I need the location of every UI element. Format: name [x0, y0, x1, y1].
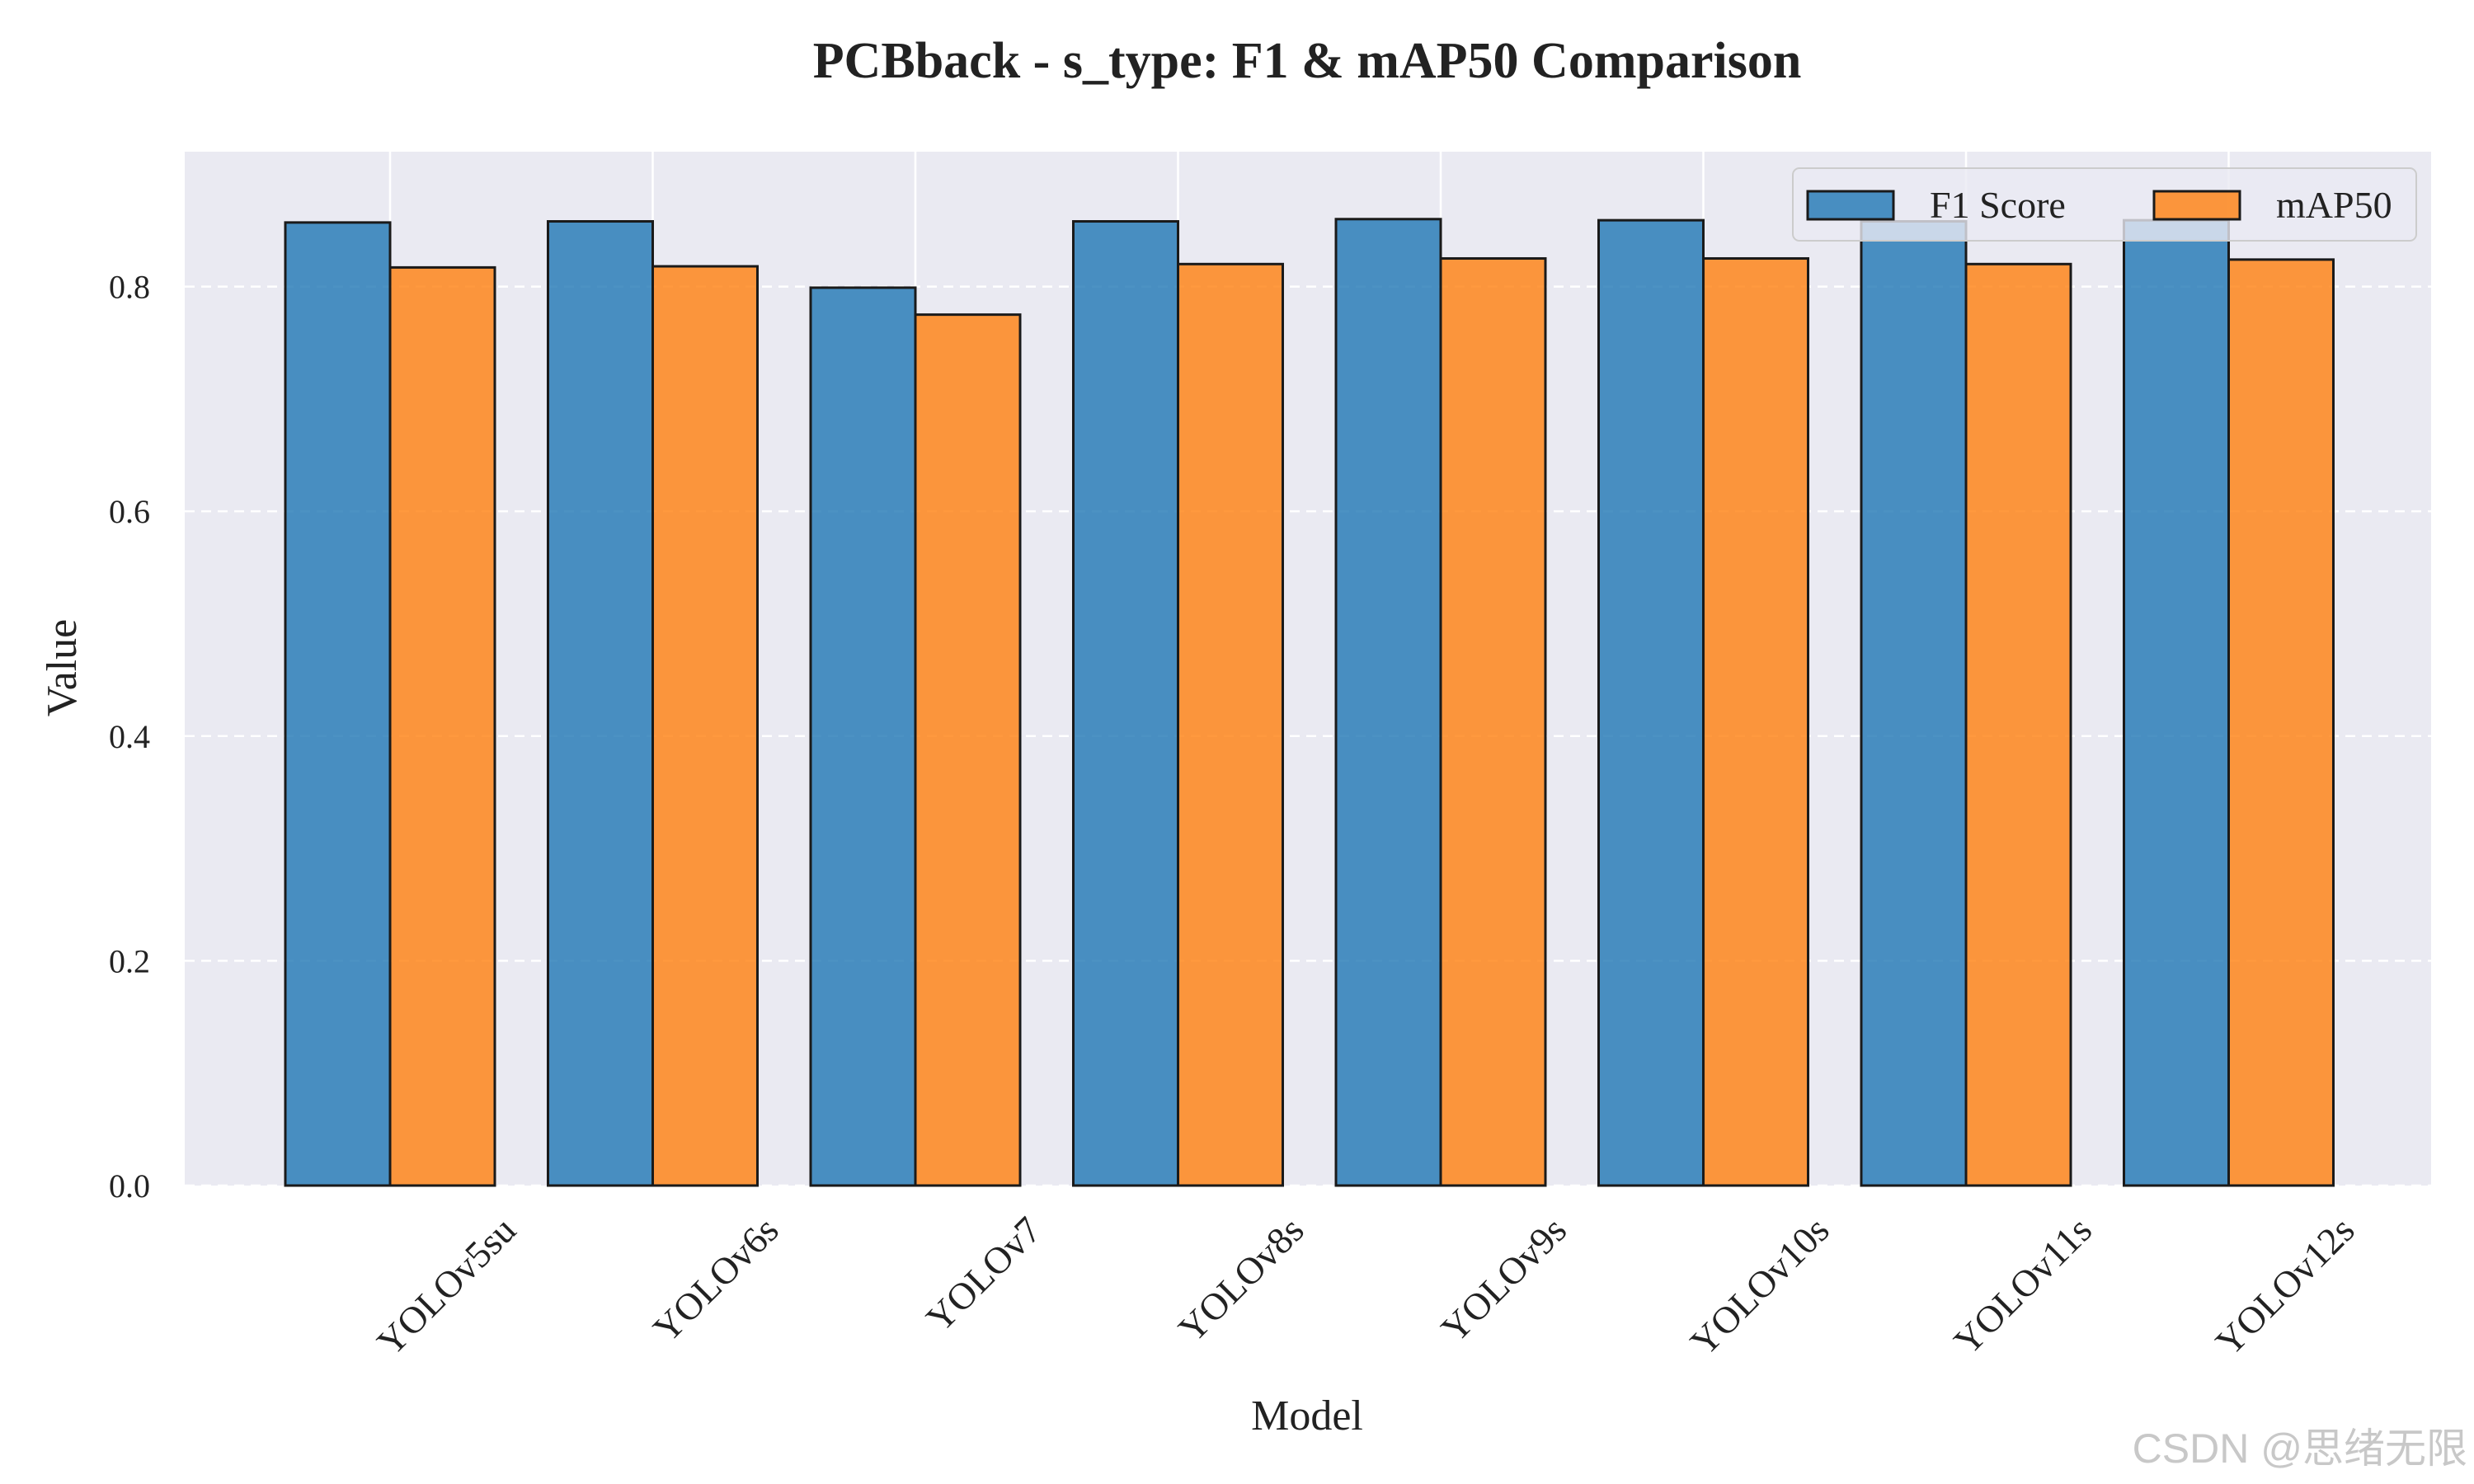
- legend-swatch-map50: [2152, 190, 2241, 221]
- bar-map50-yolov8s: [1177, 262, 1284, 1187]
- x-tick-label: YOLOv7: [918, 1209, 1049, 1340]
- bar-f1-yolov5su: [284, 221, 392, 1187]
- y-tick-label: 0.6: [109, 493, 150, 530]
- bar-f1-yolov6s: [547, 220, 654, 1187]
- bar-f1-yolov10s: [1597, 218, 1705, 1187]
- legend-label-f1: F1 Score: [1930, 184, 2066, 226]
- bar-f1-yolov8s: [1072, 220, 1179, 1187]
- x-tick-label: YOLOv5su: [369, 1209, 524, 1364]
- bar-map50-yolov5su: [388, 265, 496, 1187]
- watermark: CSDN @思绪无限: [2133, 1425, 2467, 1472]
- bar-map50-yolov12s: [2227, 258, 2335, 1187]
- bar-f1-yolov12s: [2123, 218, 2230, 1187]
- y-tick-label: 0.0: [109, 1167, 150, 1205]
- bar-f1-yolov9s: [1334, 218, 1442, 1187]
- x-tick-label: YOLOv9s: [1432, 1209, 1574, 1350]
- y-tick-labels: 0.0 0.2 0.4 0.6 0.8: [109, 269, 150, 1205]
- bar-f1-yolov11s: [1860, 220, 1968, 1187]
- bar-map50-yolov11s: [1964, 262, 2072, 1187]
- legend: F1 Score mAP50: [1792, 167, 2417, 242]
- x-axis-label: Model: [1251, 1392, 1363, 1439]
- chart-title: PCBback - s_type: F1 & mAP50 Comparison: [813, 33, 1802, 89]
- x-tick-label: YOLOv11s: [1945, 1209, 2100, 1363]
- x-tick-label: YOLOv12s: [2208, 1209, 2363, 1364]
- bar-map50-yolov10s: [1702, 256, 1809, 1187]
- legend-frame: [1792, 167, 2417, 242]
- x-tick-label: YOLOv10s: [1682, 1209, 1837, 1364]
- bar-map50-yolov9s: [1439, 256, 1547, 1187]
- y-axis-label: Value: [39, 619, 86, 716]
- bar-map50-yolov6s: [651, 265, 759, 1187]
- plot-area: [185, 152, 2431, 1186]
- legend-label-map50: mAP50: [2276, 184, 2392, 226]
- x-tick-label: YOLOv8s: [1170, 1209, 1312, 1350]
- y-tick-label: 0.8: [109, 269, 150, 306]
- bar-f1-yolov7: [809, 286, 917, 1187]
- y-tick-label: 0.2: [109, 942, 150, 979]
- x-tick-label: YOLOv6s: [645, 1209, 787, 1350]
- bar-map50-yolov7: [914, 313, 1022, 1187]
- x-tick-labels: YOLOv5su YOLOv6s YOLOv7 YOLOv8s YOLOv9s YOLOv…: [369, 1209, 2362, 1364]
- bars: [284, 218, 2335, 1187]
- y-tick-label: 0.4: [109, 718, 150, 755]
- legend-swatch-f1: [1806, 190, 1895, 221]
